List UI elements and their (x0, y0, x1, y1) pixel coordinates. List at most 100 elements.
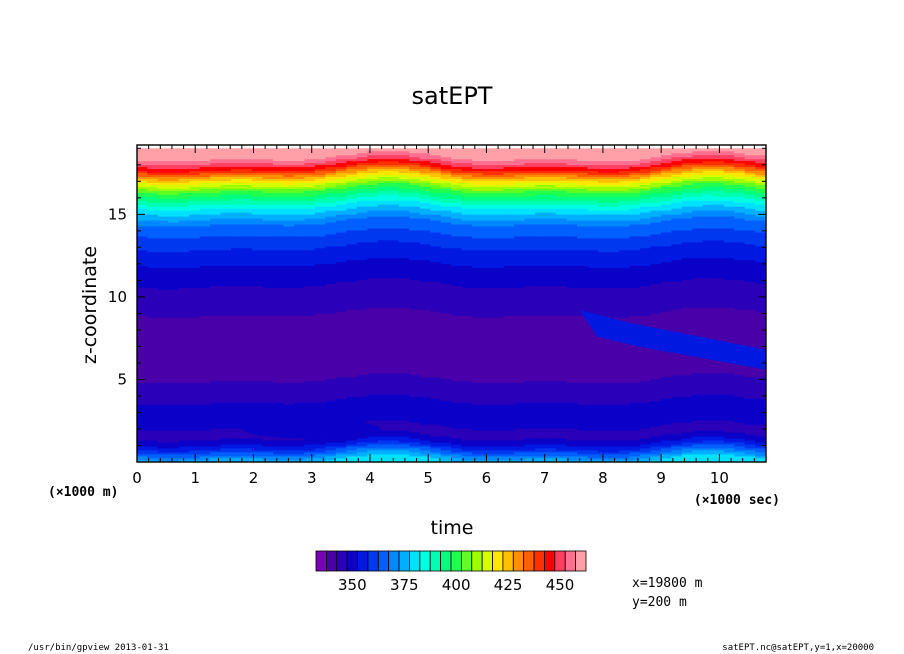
contour-cell (199, 182, 211, 187)
contour-cell (608, 145, 620, 162)
contour-cell (734, 202, 746, 207)
contour-cell (377, 182, 390, 187)
contour-cell (671, 160, 683, 166)
contour-cell (419, 439, 432, 445)
x-tick-label: 6 (482, 469, 492, 487)
contour-cell (440, 188, 452, 193)
contour-cell (398, 307, 411, 374)
contour-cell (199, 176, 211, 179)
contour-cell (671, 186, 683, 191)
contour-cell (314, 453, 327, 459)
contour-cell (587, 439, 599, 447)
contour-cell (283, 186, 295, 189)
contour-cell (503, 265, 515, 288)
contour-cell (231, 247, 243, 267)
contour-cell (493, 196, 505, 201)
chart-title: satEPT (412, 82, 493, 110)
contour-cell (734, 166, 746, 170)
contour-cell (199, 172, 211, 177)
contour-cell (178, 430, 190, 441)
contour-cell (356, 168, 369, 172)
contour-cell (314, 174, 327, 177)
contour-cell (545, 443, 557, 449)
contour-cell (681, 200, 694, 207)
contour-cell (241, 190, 253, 195)
contour-cell (734, 192, 746, 197)
contour-cell (587, 430, 599, 441)
contour-cell (681, 279, 694, 308)
contour-cell (545, 200, 557, 205)
contour-cell (618, 174, 631, 177)
contour-cell (493, 439, 505, 447)
contour-cell (629, 223, 641, 237)
contour-cell (639, 315, 652, 382)
contour-cell (241, 428, 253, 439)
contour-cell (639, 265, 652, 286)
contour-cell (314, 176, 327, 179)
contour-cell (556, 208, 568, 215)
contour-cell (472, 200, 484, 205)
contour-cell (597, 168, 610, 174)
contour-cell (262, 315, 274, 382)
contour-cell (461, 204, 473, 209)
contour-cell (744, 166, 757, 172)
contour-cell (618, 382, 631, 405)
contour-cell (335, 178, 348, 183)
contour-cell (660, 447, 673, 453)
contour-cell (346, 145, 358, 156)
contour-cell (210, 315, 222, 382)
contour-cell (377, 453, 390, 462)
contour-cell (199, 188, 211, 193)
contour-cell (409, 241, 421, 261)
contour-cell (660, 154, 673, 160)
contour-cell (650, 170, 662, 174)
contour-cell (199, 404, 211, 431)
contour-cell (304, 145, 316, 160)
contour-cell (325, 145, 337, 158)
contour-cell (314, 437, 327, 445)
contour-cell (461, 287, 473, 316)
contour-cell (409, 196, 421, 201)
contour-cell (472, 453, 484, 457)
contour-cell (482, 204, 494, 209)
contour-cell (430, 168, 442, 172)
contour-cell (493, 192, 505, 197)
contour-cell (440, 145, 452, 158)
contour-cell (566, 164, 578, 168)
contour-cell (734, 229, 746, 243)
contour-cell (157, 202, 169, 207)
contour-cell (493, 249, 505, 269)
contour-cell (189, 190, 201, 193)
contour-cell (587, 204, 599, 211)
contour-cell (168, 194, 180, 199)
contour-cell (660, 170, 673, 174)
contour-cell (252, 315, 264, 382)
contour-cell (577, 204, 589, 209)
contour-cell (566, 208, 578, 215)
contour-cell (262, 287, 274, 316)
contour-cell (482, 160, 494, 166)
contour-cell (503, 382, 515, 405)
contour-cell (524, 186, 536, 189)
contour-cell (199, 235, 211, 251)
contour-cell (660, 172, 673, 177)
contour-cell (524, 380, 536, 403)
contour-cell (671, 374, 683, 397)
contour-cell (692, 180, 704, 183)
contour-cell (671, 453, 683, 457)
contour-cell (451, 158, 463, 164)
contour-cell (137, 235, 148, 251)
contour-cell (241, 145, 253, 160)
contour-cell (556, 186, 568, 189)
contour-cell (168, 289, 180, 318)
contour-cell (241, 223, 253, 237)
contour-cell (639, 212, 652, 219)
contour-cell (545, 212, 557, 219)
contour-cell (660, 166, 673, 170)
contour-cell (147, 225, 159, 239)
contour-cell (472, 208, 484, 215)
contour-cell (241, 437, 253, 445)
contour-cell (535, 166, 547, 172)
contour-cell (451, 218, 463, 225)
contour-cell (566, 315, 578, 384)
